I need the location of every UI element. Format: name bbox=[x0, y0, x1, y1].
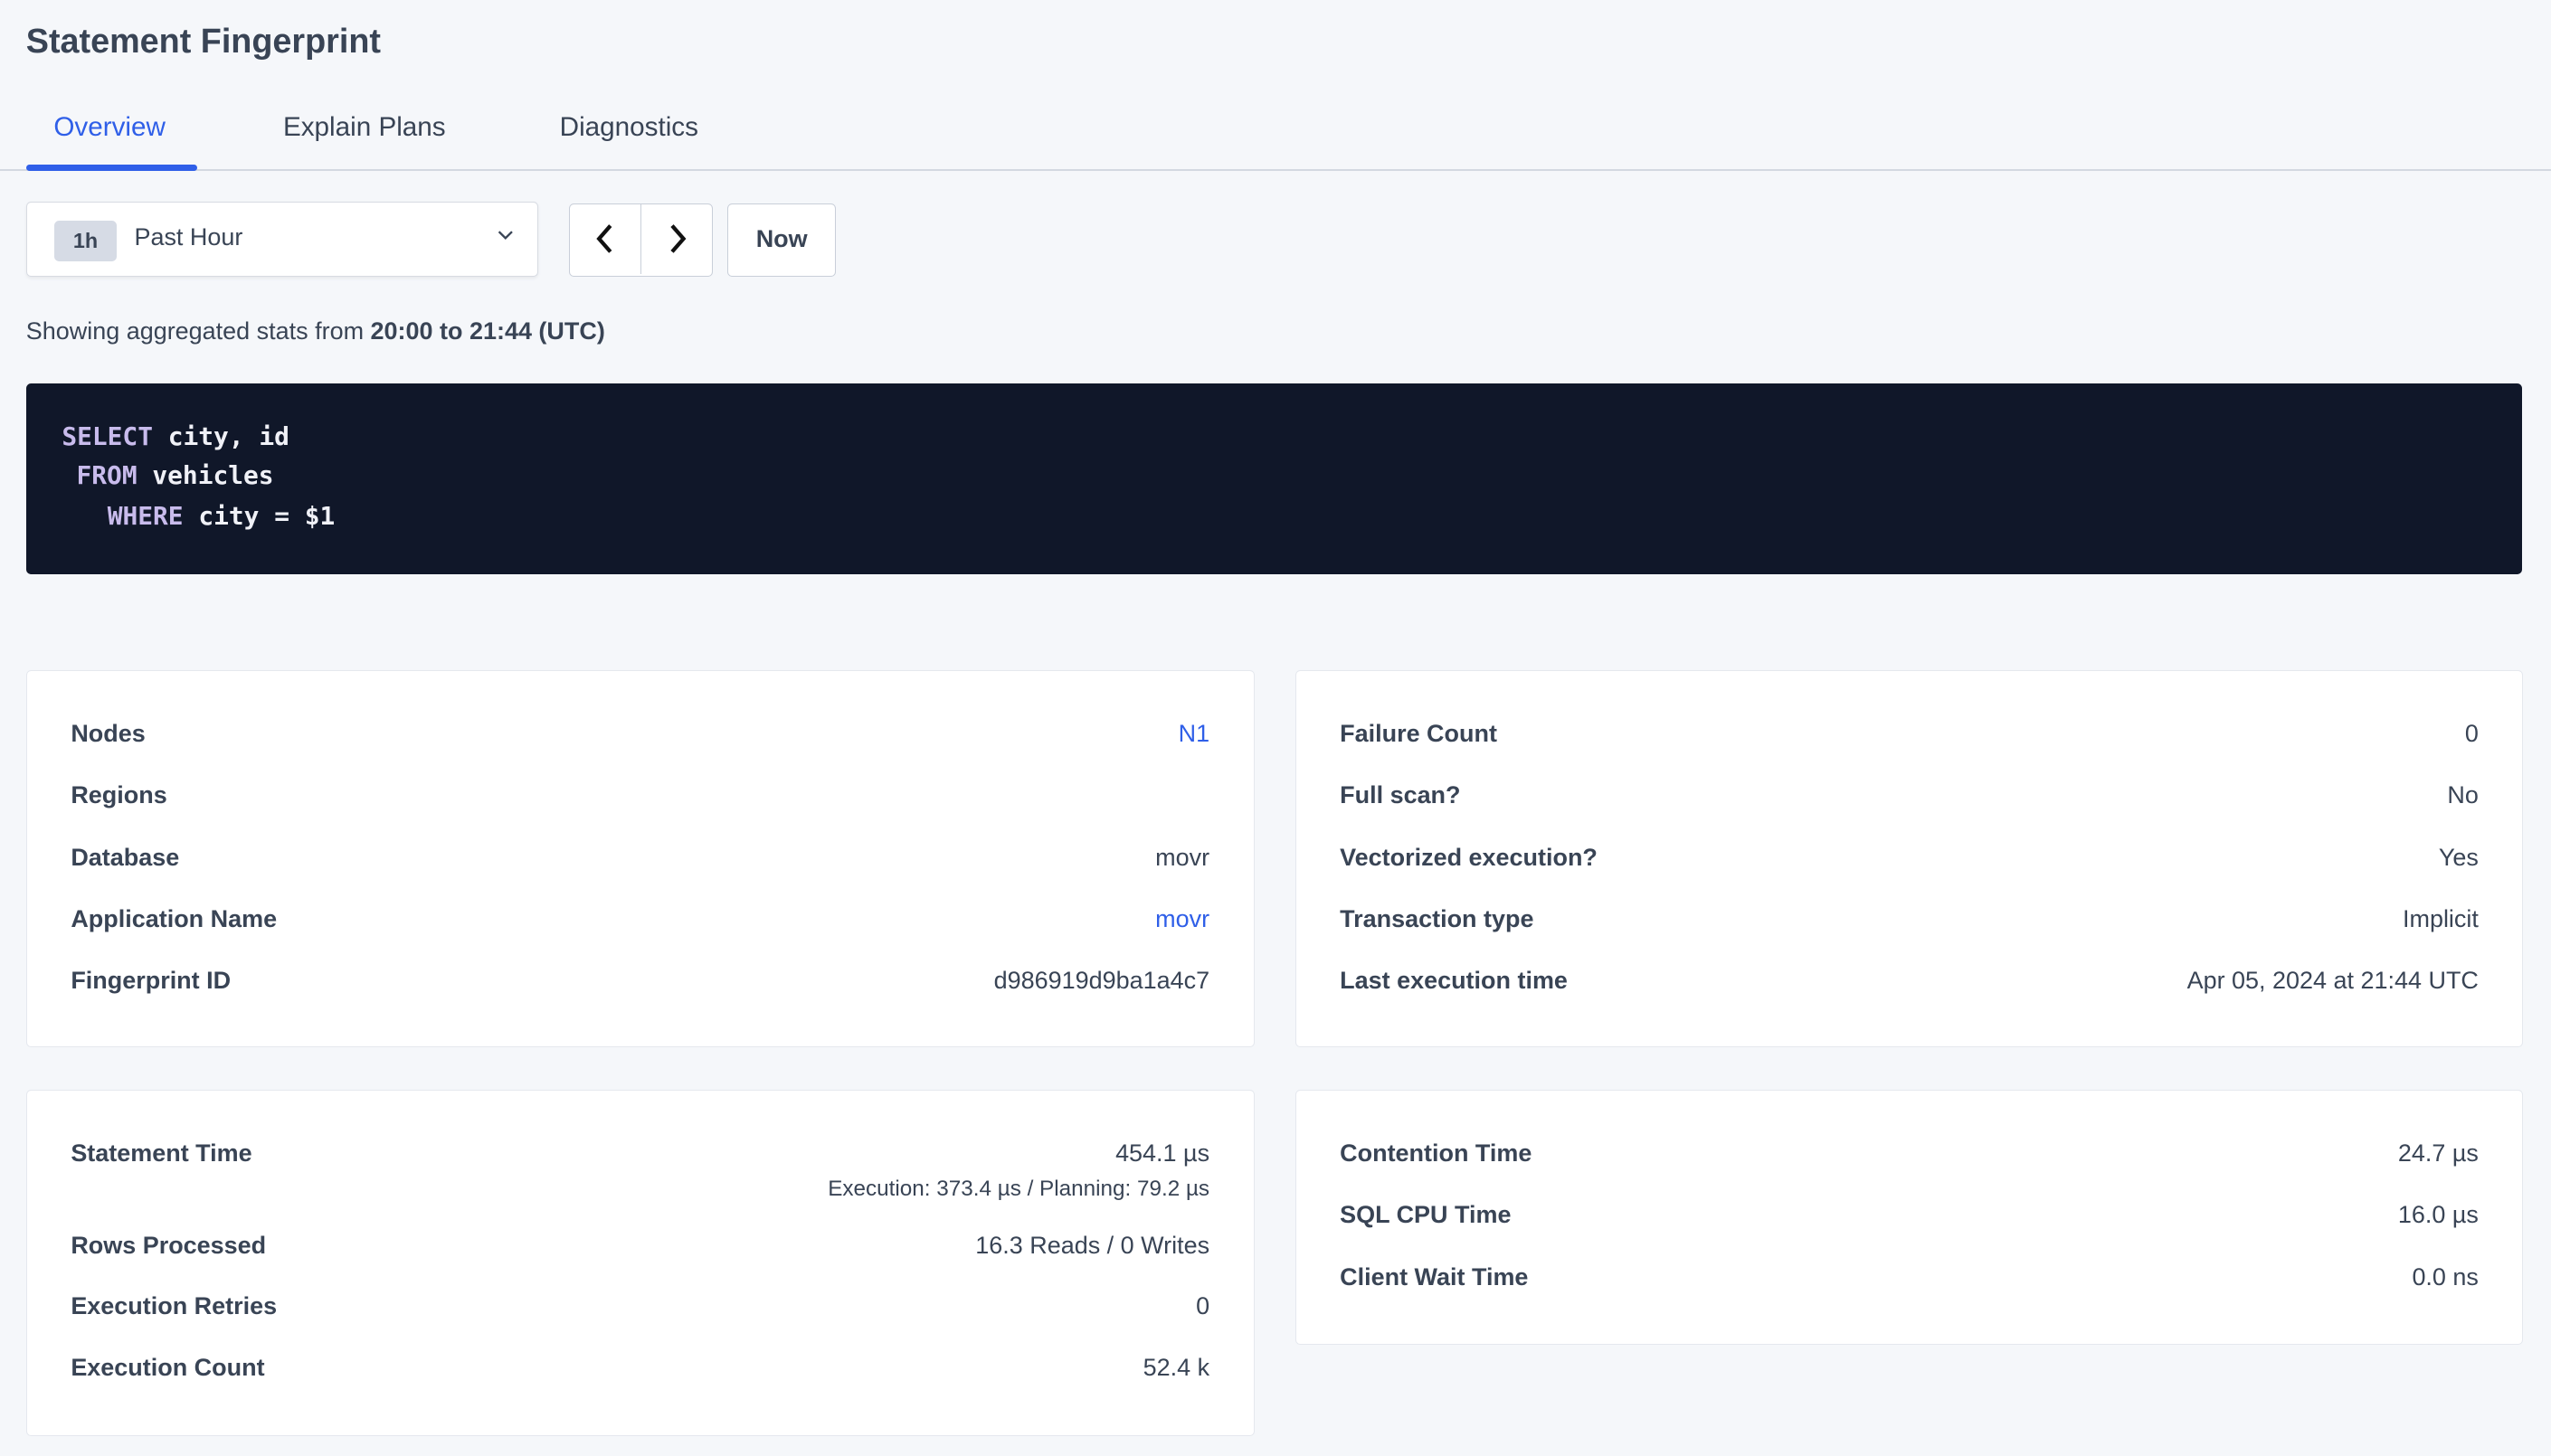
detail-label: Vectorized execution? bbox=[1340, 843, 1598, 871]
tab-explain-plans[interactable]: Explain Plans bbox=[282, 112, 446, 143]
stat-row-rows-processed: Rows Processed 16.3 Reads / 0 Writes bbox=[71, 1232, 1209, 1264]
chevron-down-icon bbox=[496, 225, 516, 251]
stat-label: Execution Count bbox=[71, 1354, 265, 1382]
stat-row-statement-time: Statement Time 454.1 µs bbox=[71, 1139, 1209, 1172]
aggregated-stats-text: Showing aggregated stats from 20:00 to 2… bbox=[26, 317, 605, 345]
page-title: Statement Fingerprint bbox=[25, 23, 381, 61]
tab-divider bbox=[0, 169, 2551, 171]
stat-row-contention-time: Contention Time 24.7 µs bbox=[1340, 1139, 2479, 1172]
aggregated-prefix: Showing aggregated stats from bbox=[25, 317, 371, 345]
stat-label: Client Wait Time bbox=[1340, 1262, 1529, 1291]
sql-keyword: SELECT bbox=[62, 421, 153, 451]
sql-keyword: WHERE bbox=[107, 500, 184, 531]
detail-label: Full scan? bbox=[1340, 781, 1461, 809]
stat-label: SQL CPU Time bbox=[1340, 1201, 1512, 1229]
active-tab-indicator bbox=[25, 164, 197, 171]
stat-label: Contention Time bbox=[1340, 1139, 1532, 1167]
details-card-right: Failure Count 0 Full scan? No Vectorized e… bbox=[1294, 669, 2524, 1048]
stat-row-sql-cpu-time: SQL CPU Time 16.0 µs bbox=[1340, 1201, 2479, 1234]
time-range-label: Past Hour bbox=[134, 223, 243, 251]
detail-label: Fingerprint ID bbox=[71, 967, 232, 995]
detail-row-failure-count: Failure Count 0 bbox=[1340, 720, 2479, 752]
sql-text: vehicles bbox=[137, 459, 274, 490]
time-range-badge: 1h bbox=[54, 220, 117, 261]
next-period-button[interactable] bbox=[642, 204, 712, 274]
detail-label: Failure Count bbox=[1340, 719, 1497, 747]
stat-value: 0 bbox=[1196, 1291, 1210, 1319]
tab-diagnostics[interactable]: Diagnostics bbox=[559, 112, 698, 143]
node-link[interactable]: N1 bbox=[1178, 719, 1210, 747]
application-link[interactable]: movr bbox=[1155, 904, 1210, 932]
detail-label: Database bbox=[71, 843, 180, 871]
detail-label: Application Name bbox=[71, 904, 278, 932]
sql-keyword: FROM bbox=[76, 459, 138, 490]
time-nav-group bbox=[569, 203, 713, 277]
sql-statement-block: SELECT city, id FROM vehicles WHERE city… bbox=[25, 383, 2522, 574]
detail-value: Apr 05, 2024 at 21:44 UTC bbox=[2186, 967, 2479, 995]
stat-row-client-wait-time: Client Wait Time 0.0 ns bbox=[1340, 1263, 2479, 1296]
sql-line: SELECT city, id bbox=[62, 421, 289, 451]
chevron-right-icon bbox=[670, 224, 687, 254]
stats-card-left: Statement Time 454.1 µs Execution: 373.4 … bbox=[25, 1089, 1255, 1437]
stat-value: 16.0 µs bbox=[2397, 1201, 2479, 1229]
stat-row-execution-count: Execution Count 52.4 k bbox=[71, 1354, 1209, 1386]
time-range-select[interactable]: 1h Past Hour bbox=[25, 202, 539, 277]
now-button[interactable]: Now bbox=[726, 203, 837, 277]
detail-value: 0 bbox=[2464, 719, 2479, 747]
detail-label: Nodes bbox=[71, 719, 146, 747]
detail-row-database: Database movr bbox=[71, 844, 1209, 876]
detail-row-last-execution: Last execution time Apr 05, 2024 at 21:44… bbox=[1340, 967, 2479, 999]
detail-label: Transaction type bbox=[1340, 904, 1534, 932]
sql-text: city, id bbox=[152, 421, 289, 451]
stat-value: 0.0 ns bbox=[2412, 1262, 2479, 1291]
sql-line: FROM vehicles bbox=[77, 460, 274, 490]
stat-label: Execution Retries bbox=[71, 1291, 278, 1319]
previous-period-button[interactable] bbox=[570, 203, 641, 275]
detail-row-full-scan: Full scan? No bbox=[1340, 781, 2479, 814]
stat-label: Rows Processed bbox=[71, 1232, 267, 1260]
stat-value: 454.1 µs bbox=[1115, 1139, 1210, 1167]
stat-value: 16.3 Reads / 0 Writes bbox=[975, 1232, 1210, 1260]
detail-label: Last execution time bbox=[1340, 967, 1568, 995]
detail-label: Regions bbox=[71, 781, 167, 809]
sql-line: WHERE city = $1 bbox=[108, 501, 336, 531]
detail-row-fingerprint-id: Fingerprint ID d986919d9ba1a4c7 bbox=[71, 967, 1209, 999]
stat-row-execution-retries: Execution Retries 0 bbox=[71, 1292, 1209, 1325]
detail-value: Yes bbox=[2438, 843, 2479, 871]
detail-value: movr bbox=[1155, 843, 1210, 871]
statement-time-breakdown: Execution: 373.4 µs / Planning: 79.2 µs bbox=[828, 1177, 1210, 1202]
chevron-left-icon bbox=[596, 224, 612, 254]
tab-overview[interactable]: Overview bbox=[53, 112, 166, 143]
stat-value: 52.4 k bbox=[1143, 1354, 1210, 1382]
stats-card-right: Contention Time 24.7 µs SQL CPU Time 16.0 … bbox=[1294, 1089, 2524, 1346]
detail-value: d986919d9ba1a4c7 bbox=[993, 967, 1210, 995]
detail-row-nodes: Nodes N1 bbox=[71, 720, 1209, 752]
stat-label: Statement Time bbox=[71, 1139, 252, 1167]
details-card-left: Nodes N1 Regions Database movr Application… bbox=[25, 669, 1255, 1048]
detail-row-vectorized: Vectorized execution? Yes bbox=[1340, 844, 2479, 876]
detail-row-transaction-type: Transaction type Implicit bbox=[1340, 905, 2479, 938]
sql-text: city = $1 bbox=[183, 500, 336, 531]
aggregated-range: 20:00 to 21:44 (UTC) bbox=[370, 317, 605, 345]
detail-row-application-name: Application Name movr bbox=[71, 905, 1209, 938]
detail-value: No bbox=[2447, 781, 2479, 809]
stat-value: 24.7 µs bbox=[2397, 1139, 2479, 1167]
detail-value: Implicit bbox=[2402, 904, 2479, 932]
detail-row-regions: Regions bbox=[71, 781, 1209, 814]
